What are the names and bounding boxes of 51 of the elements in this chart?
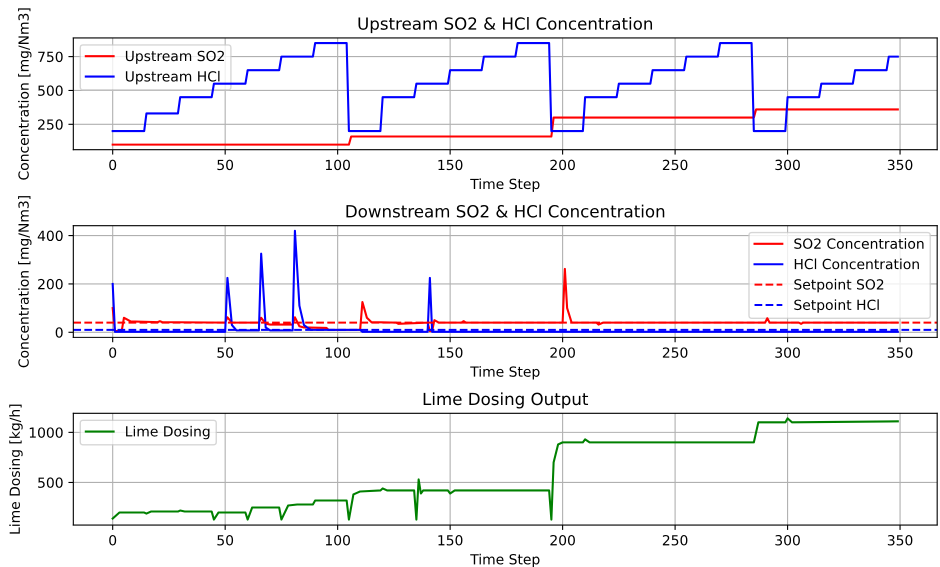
x-tick-label: 0	[109, 535, 116, 546]
line-series	[112, 42, 899, 132]
chart-title: Lime Dosing Output	[424, 392, 588, 408]
x-tick-label: 200	[550, 160, 575, 170]
x-tick-label: 250	[662, 160, 688, 170]
x-tick-label: 50	[217, 347, 234, 358]
x-axis-title: Time Step	[470, 366, 540, 380]
x-tick-label: 100	[326, 347, 350, 358]
x-tick-label: 100	[326, 535, 350, 546]
y-tick-label: 1000	[30, 427, 63, 438]
y-tick-label: 500	[38, 477, 63, 488]
y-tick-label: 500	[38, 85, 63, 96]
x-tick-label: 250	[662, 347, 688, 358]
x-tick-label: 150	[438, 160, 462, 170]
x-tick-label: 300	[775, 160, 800, 170]
legend-label: HCl Concentration	[794, 258, 919, 270]
x-tick-label: 150	[438, 347, 462, 358]
legend-label: Lime Dosing	[126, 426, 210, 440]
line-series	[112, 108, 899, 146]
y-axis-title: Lime Dosing [kg/h]	[9, 404, 23, 534]
x-tick-label: 100	[326, 160, 350, 170]
x-axis-title: Time Step	[470, 554, 540, 567]
y-tick-label: 400	[38, 230, 63, 242]
x-axis-title: Time Step	[470, 178, 540, 192]
x-tick-label: 50	[217, 160, 234, 170]
x-tick-label: 350	[888, 535, 912, 546]
x-tick-label: 0	[109, 347, 116, 358]
line-series	[112, 417, 899, 521]
x-tick-label: 0	[109, 160, 116, 170]
x-tick-label: 250	[662, 535, 688, 546]
legend-label: Setpoint HCl	[794, 299, 879, 313]
x-tick-label: 300	[775, 535, 800, 546]
y-axis-title: Concentration [mg/Nm3]	[18, 196, 32, 368]
legend-label: SO2 Concentration	[794, 238, 924, 249]
x-tick-label: 200	[550, 347, 575, 358]
x-tick-label: 350	[888, 347, 912, 358]
x-tick-label: 50	[217, 535, 234, 546]
y-tick-label: 250	[38, 119, 63, 130]
y-tick-label: 750	[38, 52, 63, 62]
x-tick-label: 150	[438, 535, 462, 546]
y-tick-label: 200	[38, 278, 63, 290]
legend-label: Setpoint SO2	[794, 278, 884, 292]
y-tick-label: 0	[56, 327, 63, 338]
x-tick-label: 350	[888, 160, 912, 170]
legend-label: Upstream SO2	[126, 50, 224, 64]
y-axis-title: Concentration [mg/Nm3]	[18, 8, 32, 180]
x-tick-label: 200	[550, 535, 575, 546]
legend-label: Upstream HCl	[126, 70, 220, 84]
x-tick-label: 300	[775, 347, 800, 358]
chart-title: Upstream SO2 & HCl Concentration	[358, 16, 652, 34]
chart-title: Downstream SO2 & HCl Concentration	[346, 204, 664, 218]
